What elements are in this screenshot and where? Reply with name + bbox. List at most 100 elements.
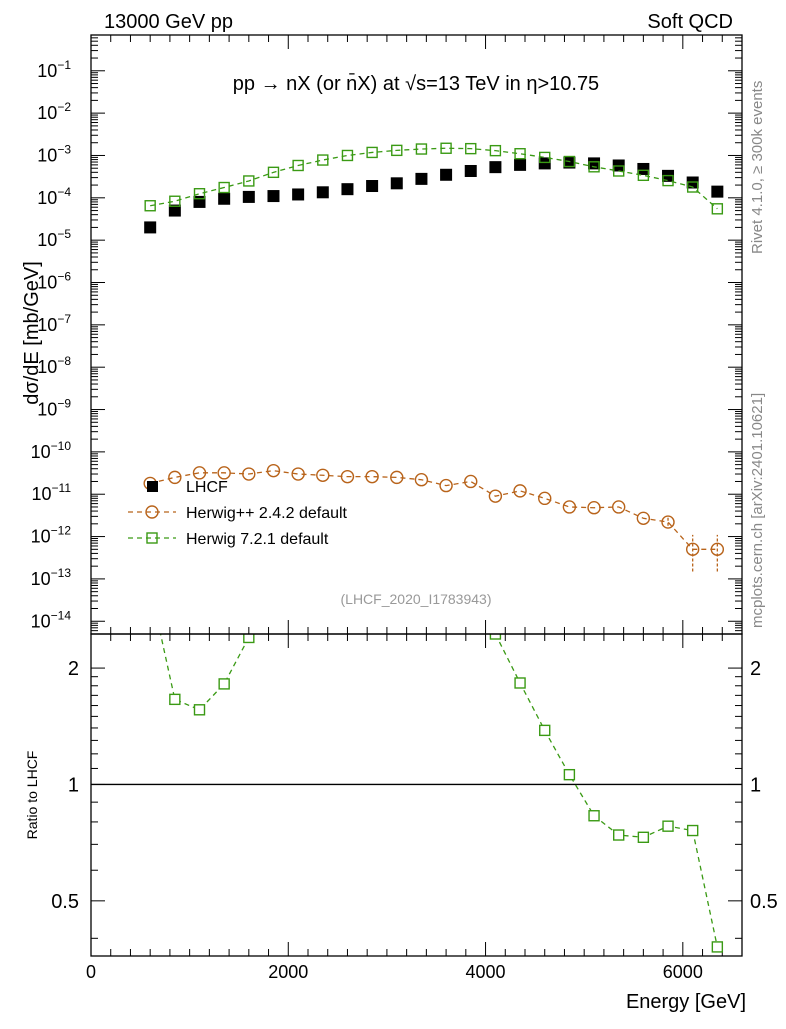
y-tick-label: 10−13 (31, 566, 72, 589)
ratio-y-tick-label: 1 (68, 774, 79, 796)
data-point-lhcf (193, 195, 206, 208)
ratio-data-point (466, 574, 476, 584)
data-point-herwig7 (341, 149, 354, 162)
ratio-y-axis-label: Ratio to LHCF (24, 751, 40, 840)
data-point-herwig7 (489, 144, 502, 157)
data-point-lhcf (366, 180, 379, 193)
header-right-label: Soft QCD (647, 11, 733, 33)
data-point-herwig7 (415, 143, 428, 155)
ratio-data-point (218, 678, 230, 690)
main-panel-axes: 10−1410−1310−1210−1110−1010−910−810−710−… (31, 35, 743, 635)
data-point-herwigpp (390, 470, 404, 485)
ratio-data-point (563, 768, 576, 781)
data-point-lhcf (168, 204, 181, 217)
ratio-data-point (588, 810, 600, 822)
ratio-panel-axes: 0.5 0.5 1 1 2 2 0 2000 4000 6000 (51, 634, 778, 982)
data-point-lhcf (415, 172, 428, 185)
data-point-herwigpp (217, 466, 231, 480)
data-point-herwigpp (710, 542, 725, 557)
x-tick-label: 2000 (268, 962, 308, 982)
data-point-herwig7 (613, 165, 625, 177)
data-point-lhcf (144, 221, 157, 234)
ratio-data-point (318, 484, 328, 494)
data-point-herwigpp (661, 515, 675, 529)
series-0 (144, 156, 724, 234)
series-1 (143, 463, 725, 572)
ratio-y-tick-label: 0.5 (51, 891, 79, 913)
data-point-lhcf (242, 190, 255, 203)
ratio-data-point (145, 582, 155, 592)
data-point-herwig7 (539, 151, 551, 164)
legend-marker-herwigpp (145, 505, 159, 519)
data-point-herwig7 (317, 154, 329, 166)
legend: LHCF Herwig++ 2.4.2 default Herwig 7.2.1… (128, 479, 348, 548)
data-point-herwigpp (685, 542, 700, 557)
x-axis-label: Energy [GeV] (626, 991, 746, 1013)
y-tick-label: 10−5 (37, 227, 71, 250)
mcplots-label: mcplots.cern.ch [arXiv:2401.10621] (749, 393, 766, 628)
data-point-herwigpp (340, 469, 355, 484)
legend-label-herwigpp: Herwig++ 2.4.2 default (186, 505, 348, 522)
ratio-data-point (711, 941, 724, 953)
ratio-data-point (514, 677, 526, 689)
data-point-herwig7 (144, 200, 156, 212)
y-axis-label: dσ/dE [mb/GeV] (21, 261, 43, 405)
data-point-herwigpp (291, 467, 305, 481)
x-tick-label: 6000 (663, 962, 703, 982)
data-point-herwigpp (168, 470, 182, 485)
y-tick-label: 10−14 (31, 608, 72, 631)
ratio-data-point (637, 831, 650, 844)
data-point-herwigpp (439, 478, 453, 493)
data-point-lhcf (637, 162, 650, 175)
data-point-herwigpp (365, 469, 379, 484)
analysis-id-label: (LHCF_2020_I1783943) (341, 591, 492, 607)
data-point-herwigpp (464, 474, 478, 489)
y-tick-label: 10−4 (37, 185, 71, 208)
data-point-lhcf (316, 186, 329, 199)
ratio-data-point (268, 564, 278, 574)
legend-label-herwig7: Herwig 7.2.1 default (186, 531, 329, 548)
data-point-herwig7 (292, 159, 304, 172)
data-point-herwigpp (612, 500, 626, 514)
data-point-herwig7 (243, 175, 255, 187)
y-tick-label: 10−10 (31, 439, 72, 462)
ratio-data-point (662, 820, 674, 832)
data-point-herwigpp (316, 468, 330, 482)
main-panel-data (143, 142, 725, 572)
data-point-lhcf (292, 188, 305, 201)
header-left-label: 13000 GeV pp (104, 11, 233, 33)
data-point-herwigpp (636, 511, 651, 526)
legend-label-lhcf: LHCF (186, 479, 228, 496)
rivet-version-label: Rivet 4.1.0, ≥ 300k events (749, 81, 766, 254)
data-point-herwigpp (538, 491, 552, 506)
ratio-y-tick-label-right: 1 (750, 774, 761, 796)
ratio-panel-data (145, 484, 724, 953)
ratio-y-tick-label-right: 0.5 (750, 891, 778, 913)
data-point-lhcf (267, 190, 280, 203)
series-2 (144, 142, 724, 215)
ratio-panel-frame (90, 633, 743, 957)
data-point-lhcf (464, 164, 477, 177)
data-point-herwig7 (711, 203, 724, 215)
data-point-herwig7 (563, 155, 576, 168)
ratio-y-tick-label-right: 2 (750, 658, 761, 680)
data-point-herwig7 (169, 195, 181, 207)
data-point-lhcf (538, 157, 551, 170)
y-tick-label: 10−1 (37, 58, 71, 81)
data-point-herwig7 (267, 166, 280, 179)
data-point-lhcf (489, 161, 502, 174)
data-point-herwig7 (391, 144, 403, 157)
data-point-lhcf (218, 192, 231, 205)
data-point-herwig7 (637, 169, 650, 182)
ratio-y-tick-label: 2 (68, 658, 79, 680)
main-panel: 10−1410−1310−1210−1110−1010−910−810−710−… (21, 35, 743, 635)
ratio-panel: 0.5 0.5 1 1 2 2 0 2000 4000 6000 Ratio to LHCF En… (24, 484, 778, 1013)
data-point-lhcf (440, 168, 453, 181)
ratio-data-point (416, 506, 426, 516)
ratio-data-point (489, 634, 502, 640)
y-tick-label: 10−3 (37, 142, 71, 165)
data-point-herwigpp (562, 500, 577, 514)
data-point-herwigpp (242, 467, 256, 481)
y-tick-label: 10−2 (37, 100, 71, 123)
